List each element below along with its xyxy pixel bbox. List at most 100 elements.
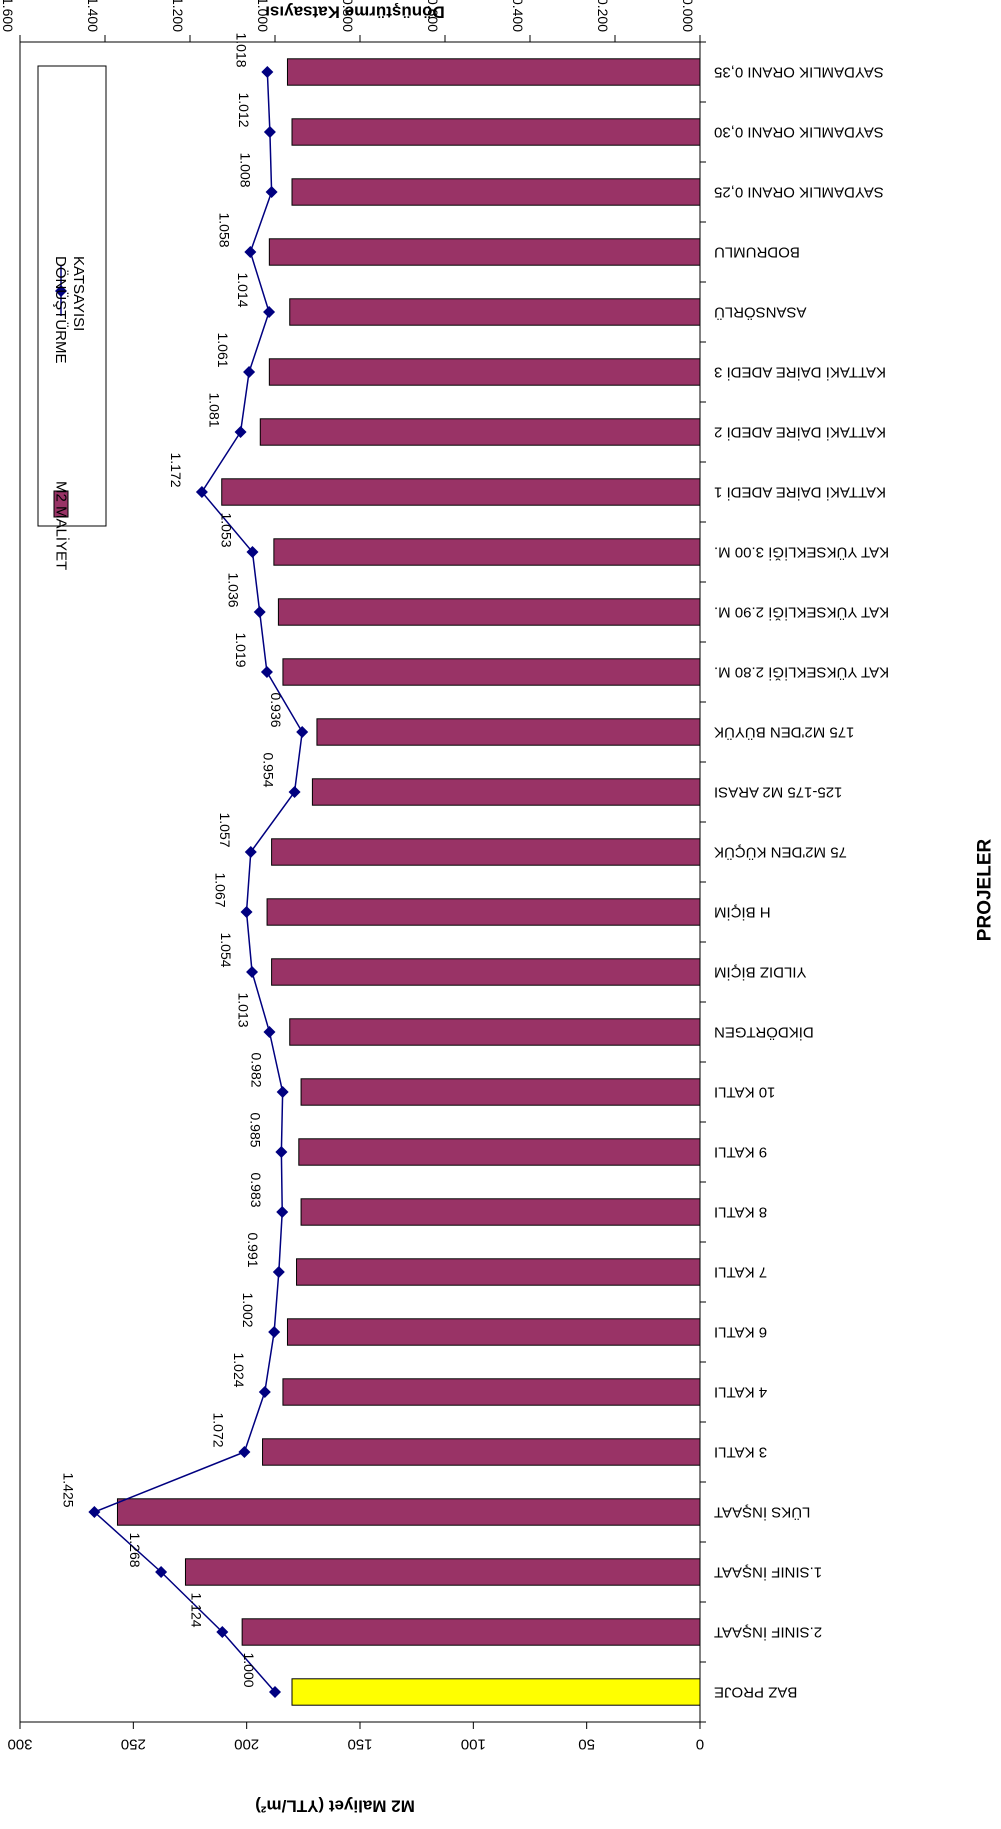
category-label: SAYDAMLIK ORANI 0,35	[714, 64, 884, 81]
line-point	[244, 246, 257, 258]
data-label: 1.268	[127, 1532, 143, 1567]
y-axis-tick-label: 150	[347, 1736, 372, 1753]
line-point	[265, 186, 278, 198]
y2-axis-tick-label: 1.200	[170, 0, 186, 32]
y-axis-tick-label: 250	[121, 1736, 146, 1753]
bar	[259, 418, 701, 446]
line-point	[253, 606, 266, 618]
data-label: 1.061	[215, 332, 231, 367]
data-label: 1.008	[238, 152, 254, 187]
bar	[271, 958, 701, 986]
category-label: 1.SINIF İNŞAAT	[714, 1564, 822, 1582]
data-label: 1.072	[210, 1412, 226, 1447]
line-point	[269, 1686, 281, 1698]
data-label: 1.019	[233, 632, 249, 667]
data-label: 1.053	[218, 512, 234, 547]
bar	[184, 1558, 701, 1586]
data-label: 0.983	[248, 1172, 264, 1207]
line-point	[240, 906, 253, 918]
data-label: 1.014	[235, 272, 251, 307]
category-label: KATTAKİ DAİRE ADEDİ 1	[714, 484, 886, 502]
category-label: 2.SINIF İNŞAAT	[714, 1624, 822, 1642]
bar	[268, 238, 701, 266]
legend-line-marker	[55, 285, 67, 297]
line-point	[276, 1086, 289, 1098]
category-label: 8 KATLI	[714, 1204, 767, 1221]
category-label: ASANSÖRLÜ	[714, 304, 807, 322]
y2-axis-tick-label: 1.600	[0, 0, 16, 32]
category-label: KAT YÜKSEKLİĞİ 2.80 M.	[714, 664, 889, 682]
line-point	[258, 1386, 271, 1398]
data-label: 1.013	[235, 992, 251, 1027]
bar	[291, 118, 701, 146]
category-label: H BİÇİM	[714, 904, 771, 922]
bar	[266, 898, 701, 926]
data-label: 1.124	[188, 1592, 204, 1627]
category-label: 6 KATLI	[714, 1324, 767, 1341]
y2-axis-title: Dönüştürme Katsayısı	[265, 3, 445, 22]
category-label: KATTAKİ DAİRE ADEDİ 3	[714, 364, 886, 382]
data-label: 1.012	[236, 92, 252, 127]
data-label: 0.936	[268, 692, 284, 727]
category-label: BAZ PROJE	[714, 1684, 797, 1701]
data-label: 1.024	[231, 1352, 247, 1387]
line-point	[263, 1026, 276, 1038]
data-label: 0.982	[249, 1052, 265, 1087]
category-label: YILDIZ BİÇİM	[714, 964, 807, 982]
y2-axis-tick-label: 0.600	[425, 0, 441, 32]
line-point	[244, 846, 257, 858]
line-point	[263, 306, 276, 318]
bar	[286, 1318, 701, 1346]
data-label: 1.081	[207, 392, 223, 427]
data-label: 1.054	[218, 932, 234, 967]
bar	[241, 1618, 701, 1646]
line-point	[234, 426, 247, 438]
bar	[221, 478, 701, 506]
line-point	[275, 1146, 288, 1158]
bar	[291, 1678, 701, 1706]
category-label: BODRUMLU	[714, 244, 800, 261]
data-label: 1.172	[168, 452, 184, 487]
bar	[300, 1078, 701, 1106]
bar	[311, 778, 701, 806]
category-label: 125-175 M2 ARASI	[714, 784, 842, 801]
line-point	[263, 126, 276, 138]
line-point	[276, 1206, 289, 1218]
y2-axis-tick-label: 1.400	[85, 0, 101, 32]
category-label: 175 M2'DEN BÜYÜK	[714, 724, 854, 742]
line-point	[272, 1266, 285, 1278]
category-label: SAYDAMLIK ORANI 0,25	[714, 184, 884, 201]
line-point	[243, 366, 256, 378]
bar	[298, 1138, 701, 1166]
line-point	[288, 786, 301, 798]
bar	[277, 598, 701, 626]
line-point	[261, 66, 274, 78]
category-label: DİKDÖRTGEN	[714, 1024, 814, 1042]
y2-axis-tick-label: 0.400	[510, 0, 526, 32]
y-axis-tick-label: 200	[234, 1736, 259, 1753]
bar	[268, 358, 701, 386]
category-label: KATTAKİ DAİRE ADEDİ 2	[714, 424, 886, 442]
line-point	[155, 1566, 168, 1578]
data-label: 0.991	[245, 1232, 261, 1267]
category-label: 4 KATLI	[714, 1384, 767, 1401]
bar	[300, 1198, 701, 1226]
line-point	[88, 1506, 101, 1518]
data-label: 1.002	[240, 1292, 256, 1327]
bar	[291, 178, 701, 206]
line-point	[268, 1326, 281, 1338]
y2-axis-tick-label: 0.000	[680, 0, 696, 32]
category-label: KAT YÜKSEKLİĞİ 2.90 M.	[714, 604, 889, 622]
category-label: 9 KATLI	[714, 1144, 767, 1161]
legend: M2 MALİYET DÖNÜŞTÜRMEKATSAYISI	[37, 65, 107, 570]
y-axis-tick-label: 0	[696, 1736, 704, 1753]
data-label: 1.057	[217, 812, 233, 847]
category-label: 7 KATLI	[714, 1264, 767, 1281]
bar	[282, 1378, 701, 1406]
data-label: 0.954	[261, 752, 277, 787]
line-point	[216, 1626, 229, 1638]
data-label: 1.036	[226, 572, 242, 607]
line-point	[260, 666, 273, 678]
category-label: LÜKS İNŞAAT	[714, 1504, 810, 1522]
